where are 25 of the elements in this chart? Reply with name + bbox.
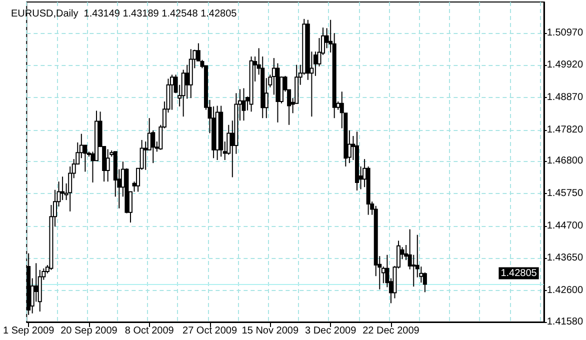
x-tick-label: 20 Sep 2009 — [60, 326, 118, 336]
candlestick — [242, 88, 246, 122]
x-tick-label: 22 Dec 2009 — [362, 326, 420, 336]
candlestick — [106, 148, 110, 182]
candlestick — [181, 69, 186, 118]
candlestick — [34, 262, 38, 302]
x-tick-label: 15 Nov 2009 — [242, 326, 299, 336]
y-tick-label: 1.43650 — [546, 252, 584, 264]
y-tick-label: 1.45750 — [546, 188, 584, 200]
x-tick-label: 3 Dec 2009 — [304, 326, 357, 336]
y-tick-label: 1.47820 — [546, 124, 584, 136]
text: EURUSD,Daily 1.43149 1.43189 1.42548 1.42805 — [11, 8, 238, 20]
candlestick — [170, 74, 174, 110]
ref-line-label: 1.42805 — [500, 268, 538, 279]
candlestick — [60, 176, 65, 201]
y-tick-label: 1.46800 — [546, 156, 584, 167]
x-tick-label: 1 Sep 2009 — [2, 326, 55, 336]
y-tick-label: 1.41580 — [546, 316, 584, 328]
y-tick-label: 1.50970 — [546, 27, 584, 38]
y-tick-label: 1.48870 — [546, 92, 584, 103]
x-tick-label: 27 Oct 2009 — [182, 326, 238, 336]
y-tick-label: 1.42600 — [546, 285, 584, 296]
y-tick-label: 1.44700 — [546, 220, 584, 232]
y-tick-label: 1.49920 — [546, 60, 584, 71]
x-tick-label: 8 Oct 2009 — [124, 326, 174, 336]
